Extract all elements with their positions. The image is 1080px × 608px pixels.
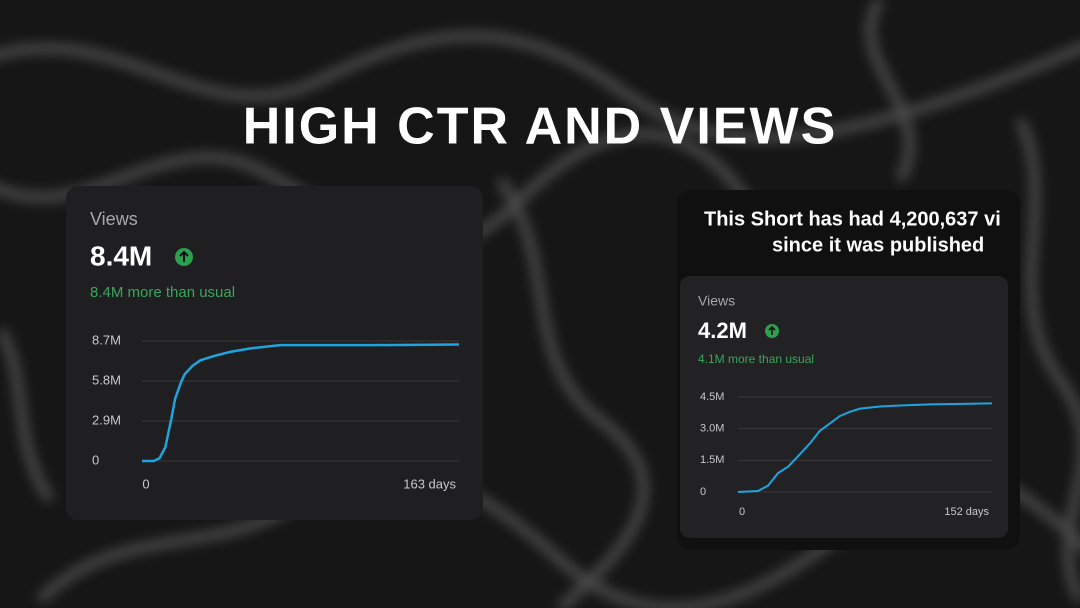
note: 8.4M more than usual — [90, 284, 235, 301]
page-heading: HIGH CTR AND VIEWS — [243, 98, 838, 156]
data-line — [737, 402, 993, 493]
card — [66, 186, 483, 520]
y-tick-label: 4.5M — [700, 391, 724, 403]
short-message: This Short has had 4,200,637 vi since it… — [704, 208, 1001, 256]
y-tick-label: 2.9M — [92, 412, 121, 427]
note: 4.1M more than usual — [698, 352, 814, 366]
data-line — [142, 343, 460, 463]
card — [680, 276, 1008, 538]
headline-value: 4.2M — [698, 318, 747, 343]
trend-icon — [765, 324, 779, 338]
x-tick-label: 152 days — [944, 506, 989, 518]
y-tick-label: 3.0M — [700, 423, 724, 435]
x-tick-label: 163 days — [403, 476, 456, 491]
y-tick-label: 8.7M — [92, 332, 121, 347]
headline-value: 8.4M — [90, 240, 152, 271]
y-tick-label: 5.8M — [92, 372, 121, 387]
x-tick-label: 0 — [142, 476, 149, 491]
y-tick-label: 0 — [700, 486, 706, 498]
card-label: Views — [90, 209, 138, 229]
card-label: Views — [698, 293, 735, 309]
trend-icon — [175, 248, 193, 266]
message-line: since it was published — [772, 234, 984, 256]
message-line: This Short has had 4,200,637 vi — [704, 208, 1001, 230]
y-tick-label: 1.5M — [700, 454, 724, 466]
y-tick-label: 0 — [92, 452, 99, 467]
x-tick-label: 0 — [739, 506, 745, 518]
